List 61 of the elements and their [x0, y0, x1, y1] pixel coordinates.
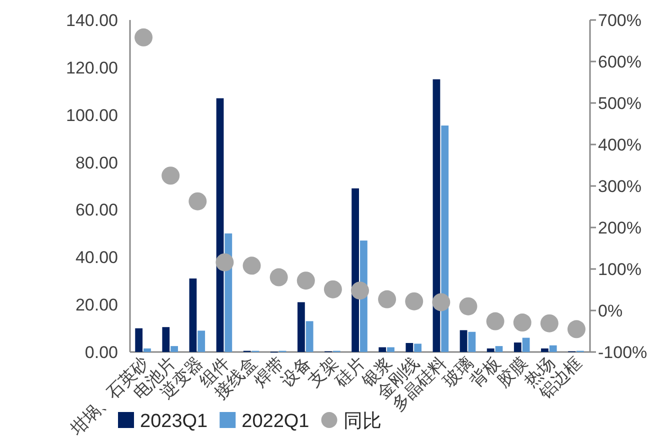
- bar: [414, 344, 422, 352]
- point: [432, 293, 450, 312]
- point: [405, 292, 424, 310]
- bar: [468, 332, 476, 352]
- point: [242, 256, 261, 275]
- point: [270, 268, 288, 286]
- y-tick-label: 20.00: [75, 296, 118, 315]
- legend-同比: 同比: [321, 411, 382, 432]
- point: [513, 314, 532, 332]
- y2-tick-label: 600%: [598, 52, 642, 72]
- point: [188, 192, 207, 210]
- y-tick-label: 0.00: [84, 343, 118, 362]
- bar: [198, 330, 206, 352]
- bar: [522, 338, 530, 352]
- point: [486, 312, 504, 330]
- bar: [541, 348, 548, 352]
- bar: [549, 345, 557, 352]
- y-tick-label: 40.00: [75, 248, 118, 268]
- point: [378, 290, 396, 308]
- legend-label: 同比: [343, 411, 382, 432]
- bar: [352, 188, 359, 352]
- y-tick-label: 80.00: [75, 153, 118, 172]
- y-tick-label: 140.00: [66, 11, 118, 30]
- y2-tick-label: 700%: [598, 11, 642, 30]
- y2-tick-label: 200%: [598, 218, 642, 238]
- bar: [135, 328, 143, 352]
- bar: [162, 327, 170, 352]
- bar: [297, 302, 305, 352]
- y2-tick-label: 0%: [598, 302, 623, 320]
- point: [540, 314, 558, 332]
- legend-label: 2022Q1: [242, 411, 310, 432]
- y2-tick-label: 400%: [598, 136, 642, 154]
- bar: [432, 79, 440, 352]
- point: [351, 282, 369, 300]
- point: [459, 297, 478, 316]
- bar: [406, 342, 414, 352]
- point: [567, 320, 586, 338]
- y2-tick-label: 100%: [598, 260, 642, 279]
- legend-label: 2023Q1: [140, 411, 208, 432]
- point: [162, 166, 180, 185]
- point: [134, 28, 153, 46]
- point: [324, 280, 342, 298]
- bar: [441, 126, 449, 352]
- bar: [144, 348, 151, 352]
- y-tick-label: 120.00: [66, 58, 118, 78]
- bar: [306, 321, 314, 352]
- bar: [170, 346, 178, 352]
- bar: [387, 347, 394, 352]
- bar: [378, 347, 386, 352]
- point: [296, 272, 315, 290]
- y-tick-label: 100.00: [66, 106, 118, 125]
- bar: [514, 342, 522, 352]
- y2-tick-label: -100%: [598, 343, 648, 362]
- y2-tick-label: 300%: [598, 177, 642, 196]
- bar: [486, 348, 494, 352]
- bar: [460, 330, 468, 352]
- y-tick-label: 60.00: [75, 200, 118, 220]
- bar: [495, 346, 503, 352]
- point: [216, 253, 234, 272]
- y2-tick-label: 500%: [598, 94, 642, 113]
- bar: [189, 278, 197, 352]
